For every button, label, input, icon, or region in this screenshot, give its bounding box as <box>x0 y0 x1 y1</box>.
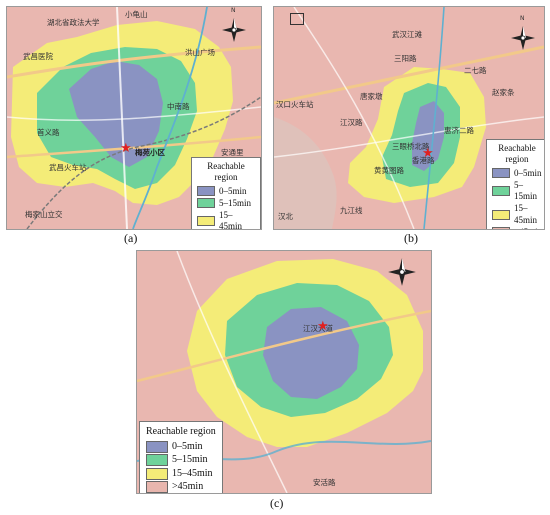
map-b-label: 武汉江滩 <box>392 30 422 39</box>
legend-swatch <box>197 186 215 197</box>
map-a-label: 洪山广场 <box>185 48 215 57</box>
legend-label: >45min <box>172 481 204 492</box>
map-c-svg <box>137 251 431 493</box>
legend-swatch <box>146 440 168 453</box>
map-b-label: 汉口火车站 <box>276 100 314 109</box>
compass-label: N <box>231 7 236 14</box>
caption-c: (c) <box>270 496 284 510</box>
legend-swatch <box>146 454 168 467</box>
map-b-road-3 <box>274 116 544 158</box>
legend-title: Reachable region <box>207 161 245 183</box>
map-a-origin-label: 梅苑小区 <box>135 148 165 157</box>
map-b-label: 三眼桥北路 <box>392 142 430 151</box>
map-b-corner-box <box>290 13 304 25</box>
legend-row: >45min <box>492 227 542 229</box>
legend-a: Reachable region 0–5min 5–15min 15–45min… <box>191 157 261 230</box>
legend-label: 15–45min <box>172 467 213 479</box>
legend-swatch <box>492 168 510 179</box>
legend-b: Reachable region 0–5min 5–15min 15–45min… <box>486 139 544 229</box>
legend-label: >45min <box>514 227 542 229</box>
map-b-zone-0-5 <box>412 101 444 171</box>
map-panel-c: 江汉大道 安活路 ★ Reachable region 0–5min 5–15m… <box>136 250 432 494</box>
map-b-label: 赵家条 <box>492 88 515 97</box>
legend-row: 0–5min <box>146 441 216 454</box>
map-a-label: 武昌医院 <box>23 52 53 61</box>
compass-icon <box>388 258 416 286</box>
origin-star-icon: ★ <box>317 318 329 333</box>
map-b-label: 唐家墩 <box>360 92 383 101</box>
legend-row: 15–45min <box>492 203 542 226</box>
legend-row: 15–45min <box>146 468 216 481</box>
map-b-road-2 <box>293 7 415 229</box>
legend-swatch <box>146 467 168 480</box>
map-a-metro <box>132 7 208 229</box>
legend-row: 5–15min <box>492 180 542 203</box>
map-c-label: 安活路 <box>313 478 336 487</box>
map-a-label: 中南路 <box>167 102 190 111</box>
map-panel-b: 武汉江滩 汉口火车站 三阳路 江汉路 唐家墩 二七路 赵家条 惠济二路 三眼桥北… <box>273 6 545 230</box>
map-b-label: 江汉路 <box>340 118 363 127</box>
legend-label: 5–15min <box>514 179 538 201</box>
map-b-label: 九江线 <box>340 206 363 215</box>
legend-swatch <box>197 216 215 227</box>
map-a-label: 小龟山 <box>125 10 148 19</box>
map-a-zone-0-5 <box>69 61 163 167</box>
origin-star-icon: ★ <box>422 145 434 160</box>
legend-label: 15–45min <box>219 210 243 230</box>
map-b-road-1 <box>274 45 544 105</box>
map-b-origin-label: 惠济二路 <box>444 126 474 135</box>
map-a-label: 梅家山立交 <box>25 210 63 219</box>
legend-swatch <box>492 227 510 229</box>
legend-label: 5–15min <box>172 454 208 465</box>
legend-label: 0–5min <box>172 440 203 452</box>
map-a-road-3 <box>116 7 128 229</box>
map-b-label: 汉北 <box>278 212 293 221</box>
map-a-road-2 <box>7 135 261 159</box>
legend-swatch <box>197 198 215 209</box>
legend-swatch <box>492 186 510 196</box>
map-a-label: 湖北省政法大学 <box>47 18 100 27</box>
map-c-road-1 <box>137 309 431 383</box>
caption-a: (a) <box>124 231 138 245</box>
map-a-svg <box>7 7 261 229</box>
legend-row: 5–15min <box>146 454 216 467</box>
map-a-label: 首义路 <box>37 128 60 137</box>
legend-label: 0–5min <box>219 185 247 196</box>
map-b-label: 黄黄图路 <box>374 166 404 175</box>
legend-title: Reachable region <box>146 426 216 437</box>
map-a-label: 武昌火车站 <box>49 163 87 172</box>
origin-star-icon: ★ <box>120 140 132 155</box>
caption-b: (b) <box>404 231 418 245</box>
map-b-river <box>274 117 337 229</box>
map-b-label: 香港路 <box>412 156 435 165</box>
compass-icon <box>222 18 246 42</box>
compass-icon <box>511 26 535 50</box>
map-b-label: 二七路 <box>464 66 487 75</box>
map-c-label: 江汉大道 <box>303 324 333 333</box>
legend-c: Reachable region 0–5min 5–15min 15–45min… <box>139 421 223 493</box>
legend-swatch <box>146 481 168 493</box>
legend-row: 0–5min <box>492 168 542 179</box>
map-a-road-4 <box>7 106 261 121</box>
map-c-zone-0-5 <box>263 307 359 399</box>
legend-swatch <box>492 209 510 220</box>
map-a-road-1 <box>7 45 261 79</box>
legend-row: 5–15min <box>197 198 255 209</box>
legend-title: Reachable region <box>498 143 536 165</box>
map-a-railway <box>26 96 261 229</box>
map-b-label: 三阳路 <box>394 54 417 63</box>
legend-label: 0–5min <box>514 167 542 178</box>
legend-label: 5–15min <box>219 197 252 208</box>
legend-row: >45min <box>146 481 216 493</box>
map-c-road-2 <box>176 251 288 493</box>
legend-row: 0–5min <box>197 186 255 197</box>
map-a-label: 安通里 <box>221 148 244 157</box>
legend-label: 15–45min <box>514 203 538 225</box>
map-panel-a: 小龟山 湖北省政法大学 武昌医院 洪山广场 中南路 首义路 武昌火车站 梅苑小区… <box>6 6 262 230</box>
legend-row: 15–45min <box>197 210 255 230</box>
map-b-metro <box>423 7 445 229</box>
compass-label: N <box>520 15 525 22</box>
